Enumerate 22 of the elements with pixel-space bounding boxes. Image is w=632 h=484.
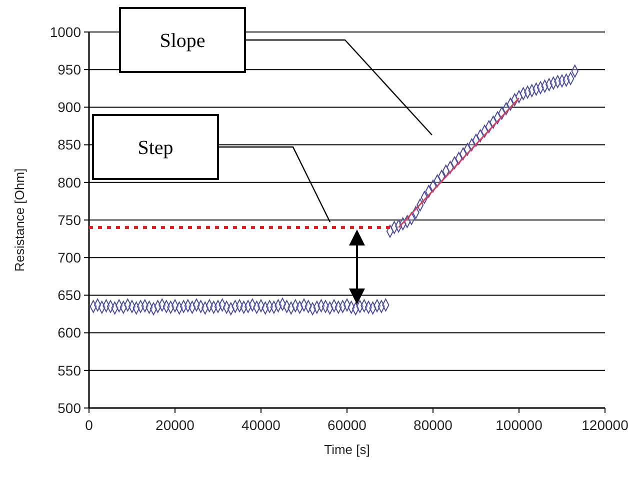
annotation: Step bbox=[138, 137, 174, 159]
y-tick-label: 700 bbox=[58, 250, 82, 266]
y-tick-label: 650 bbox=[58, 287, 82, 304]
y-tick-label: 900 bbox=[58, 99, 82, 116]
y-tick-label: 850 bbox=[58, 136, 82, 153]
x-tick-label: 20000 bbox=[156, 417, 195, 433]
x-tick-label: 120000 bbox=[582, 417, 629, 433]
y-tick-label: 600 bbox=[58, 324, 82, 341]
x-tick-label: 60000 bbox=[328, 417, 367, 433]
y-tick-label: 750 bbox=[58, 212, 82, 228]
y-tick-label: 500 bbox=[58, 400, 82, 416]
x-tick-label: 0 bbox=[85, 417, 94, 433]
x-tick-label: 100000 bbox=[496, 417, 543, 433]
annotation: Slope bbox=[160, 30, 206, 52]
x-tick-label: 80000 bbox=[414, 417, 453, 433]
x-axis-title: Time [s] bbox=[324, 442, 370, 457]
y-axis-title: Resistance [Ohm] bbox=[12, 168, 27, 272]
x-tick-label: 40000 bbox=[242, 417, 281, 433]
y-tick-label: 800 bbox=[58, 174, 82, 190]
y-tick-label: 550 bbox=[58, 362, 82, 378]
y-tick-label: 1000 bbox=[50, 24, 82, 40]
y-tick-label: 950 bbox=[58, 62, 82, 78]
